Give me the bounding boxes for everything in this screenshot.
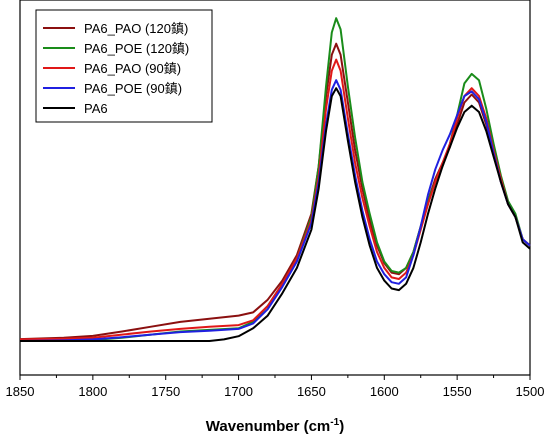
x-tick-label: 1800	[78, 384, 107, 399]
legend: PA6_PAO (120鎮) PA6_POE (120鎮) PA6_PAO (90鎮…	[35, 9, 213, 123]
x-axis-ticks: 1850 1800 1750 1700 1650 1600 1550 1500	[6, 375, 545, 399]
legend-label-3: PA6_POE (90鎮)	[84, 81, 182, 96]
x-axis-title-sup: -1	[330, 417, 339, 428]
x-axis-title: Wavenumber (cm-1)	[206, 417, 344, 435]
series-line-3	[19, 79, 531, 342]
x-tick-label: 1750	[151, 384, 180, 399]
x-tick-label: 1550	[443, 384, 472, 399]
legend-label-0: PA6_PAO (120鎮)	[84, 21, 188, 36]
legend-label-2: PA6_PAO (90鎮)	[84, 61, 181, 76]
x-tick-label: 1850	[6, 384, 35, 399]
legend-label-4: PA6	[84, 101, 108, 116]
x-tick-label: 1500	[516, 384, 545, 399]
series-line-4	[20, 87, 531, 342]
legend-label-1: PA6_POE (120鎮)	[84, 41, 189, 56]
series-line-0	[19, 42, 531, 341]
x-tick-label: 1600	[370, 384, 399, 399]
x-axis-title-text: Wavenumber (cm	[206, 418, 330, 435]
series-line-2	[19, 58, 531, 341]
x-tick-label: 1650	[297, 384, 326, 399]
x-tick-label: 1700	[224, 384, 253, 399]
x-axis-title-close: )	[339, 418, 344, 435]
series-layer	[19, 17, 531, 342]
